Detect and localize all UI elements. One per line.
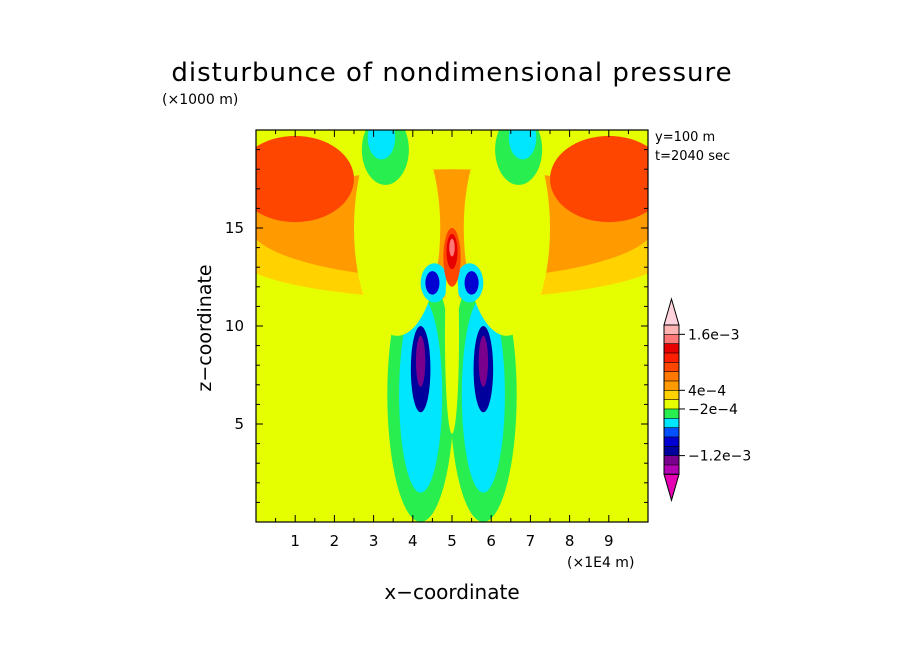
colorbar-band [664,464,679,475]
colorbar-band [664,325,679,335]
x-tick-label: 5 [447,532,457,550]
colorbar-band [664,371,679,382]
x-tick-label: 8 [565,532,575,550]
y-tick-label: 15 [225,219,244,237]
x-axis-label: x−coordinate [384,580,520,604]
colorbar-tick-label: −2e−4 [688,402,738,418]
y-tick-label: 5 [234,415,244,433]
colorbar-tick-label: 4e−4 [688,383,726,399]
contour-region-22 [367,130,396,160]
colorbar: 1.6e−3 4e−4 −2e−4 −1.2e−3 [663,297,751,503]
x-axis: 1 2 3 4 5 6 7 8 9 [275,130,629,550]
contour-region-28 [444,237,460,434]
x-tick-label: 2 [330,532,340,550]
contour-region-9 [256,169,648,279]
x-tick-label: 9 [604,532,614,550]
colorbar-band [664,334,679,345]
chart-title: disturbunce of nondimensional pressure [171,58,733,88]
colorbar-band [664,380,679,391]
contour-region-27 [464,271,479,295]
contour-region-31 [449,238,455,257]
colorbar-band [664,446,679,457]
contour-region-10 [256,135,354,223]
colorbar-band [664,455,679,466]
y-axis: 5 10 15 [225,149,648,503]
x-tick-label: 1 [290,532,300,550]
contour-region-11 [550,135,648,223]
x-tick-label: 6 [486,532,496,550]
contour-field [256,130,648,522]
x-unit-label: (×1E4 m) [567,555,635,571]
x-tick-label: 4 [408,532,418,550]
y-unit-label: (×1000 m) [162,92,239,108]
colorbar-band [664,436,679,447]
colorbar-band [664,418,679,429]
x-tick-label: 3 [369,532,379,550]
colorbar-band [664,352,679,363]
colorbar-tick-label: 1.6e−3 [688,327,740,343]
colorbar-band [664,408,679,419]
contour-region-23 [508,130,537,160]
colorbar-tick-label: −1.2e−3 [688,449,751,465]
colorbar-band [664,390,679,401]
annotation-y-position: y=100 m [655,130,716,145]
colorbar-top-arrow [663,297,680,326]
colorbar-band [664,343,679,354]
colorbar-band [664,399,679,410]
x-tick-label: 7 [526,532,536,550]
contour-region-7 [478,335,489,387]
contour-region-26 [425,271,440,295]
colorbar-band [664,362,679,373]
contour-region-6 [415,335,426,387]
colorbar-bottom-arrow [663,473,680,503]
y-tick-label: 10 [225,317,244,335]
colorbar-band [664,427,679,438]
annotation-time: t=2040 sec [655,149,731,164]
